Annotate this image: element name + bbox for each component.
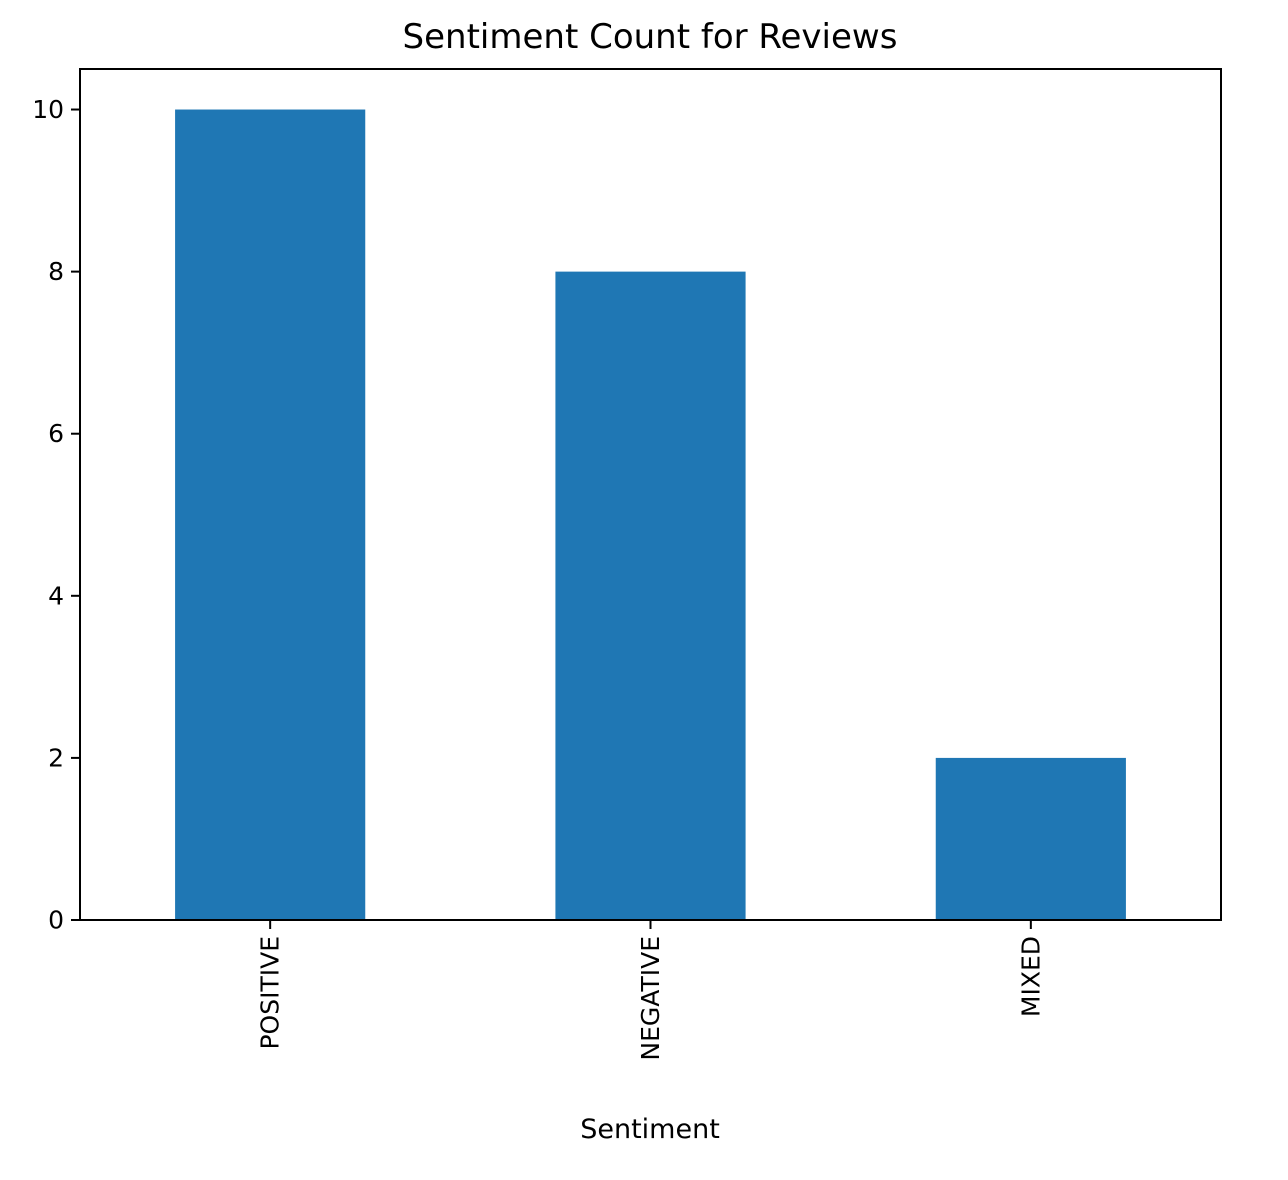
bar-negative xyxy=(555,271,746,921)
bar-positive xyxy=(175,109,366,921)
x-axis-label: Sentiment xyxy=(580,1114,720,1145)
bars-group xyxy=(175,109,1126,921)
y-tick-label: 0 xyxy=(48,906,64,935)
y-tick-label: 8 xyxy=(48,257,64,286)
x-axis-ticks: POSITIVE NEGATIVE MIXED xyxy=(256,920,1045,1061)
bar-mixed xyxy=(935,757,1126,920)
y-tick-label: 6 xyxy=(48,419,64,448)
x-tick-label-negative: NEGATIVE xyxy=(636,936,665,1061)
chart-title: Sentiment Count for Reviews xyxy=(403,17,898,57)
y-tick-label: 4 xyxy=(48,581,64,610)
x-tick-label-positive: POSITIVE xyxy=(256,936,285,1050)
y-tick-label: 10 xyxy=(32,95,64,124)
y-axis-ticks: 0 2 4 6 8 10 xyxy=(32,95,80,935)
y-tick-label: 2 xyxy=(48,743,64,772)
x-tick-label-mixed: MIXED xyxy=(1016,936,1045,1017)
plot-frame xyxy=(79,68,1222,921)
